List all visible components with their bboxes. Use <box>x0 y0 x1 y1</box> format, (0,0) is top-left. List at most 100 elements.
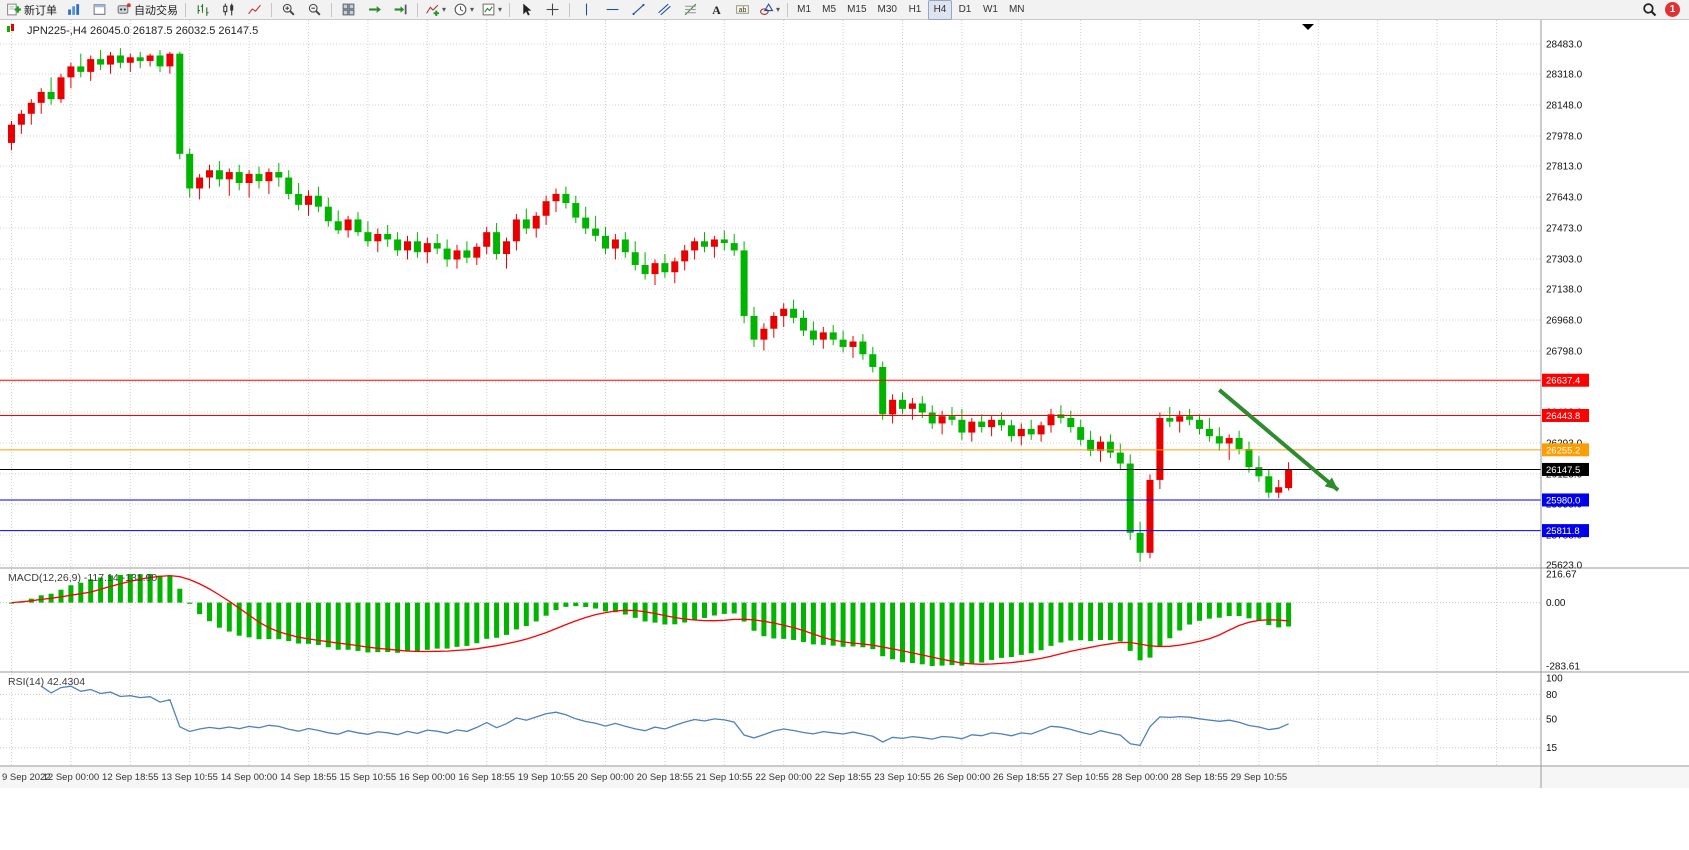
market-watch-icon <box>68 4 80 15</box>
time-tick-label: 16 Sep 18:55 <box>458 772 515 783</box>
zoom-out-icon <box>308 3 321 16</box>
equidistant-channel-button[interactable] <box>652 0 677 20</box>
tile-windows-button[interactable] <box>336 0 361 20</box>
candle <box>67 66 75 78</box>
price-axis[interactable] <box>1541 20 1689 788</box>
candle <box>720 239 728 244</box>
macd-histogram-bar <box>959 602 965 666</box>
candle <box>255 173 263 182</box>
zoom-out-button[interactable] <box>302 0 327 20</box>
time-tick-label: 27 Sep 10:55 <box>1052 772 1109 783</box>
cursor-button[interactable] <box>514 0 539 20</box>
price-line-tag <box>1542 524 1589 538</box>
timeframe-button-h4[interactable]: H4 <box>927 0 952 20</box>
candle <box>978 421 986 428</box>
search-button[interactable] <box>1637 0 1662 20</box>
price-line-tag-label: 26147.5 <box>1546 465 1580 476</box>
data-window-button[interactable] <box>87 0 112 20</box>
notification-badge[interactable]: 1 <box>1665 2 1680 17</box>
candles <box>8 48 1293 562</box>
auto-scroll-button[interactable] <box>362 0 387 20</box>
price-tick-label: 27813.0 <box>1546 162 1583 173</box>
macd-histogram-bar <box>434 602 440 649</box>
toolbar-separator <box>331 2 332 17</box>
candle <box>760 328 768 340</box>
price-line-tag-label: 25811.8 <box>1546 526 1580 537</box>
price-line-tag <box>1542 493 1589 507</box>
candle <box>562 193 570 204</box>
price-tick-label: 26968.0 <box>1546 315 1583 326</box>
candle <box>780 308 788 316</box>
chart-canvas[interactable]: 28483.0 28318.0 28148.0 27978.0 27813.0 27643… <box>0 20 1689 788</box>
timeframe-button-m30[interactable]: M30 <box>877 4 897 15</box>
timeframe-button-h1[interactable]: H1 <box>908 4 922 15</box>
timeframe-button-m15[interactable]: M15 <box>847 4 867 15</box>
candle <box>344 219 352 231</box>
candle <box>869 354 877 367</box>
macd-histogram-bar <box>909 602 915 664</box>
macd-histogram-bar <box>979 602 985 663</box>
timeframe-button-m1[interactable]: M1 <box>797 4 812 15</box>
candle <box>948 416 956 420</box>
timeframe-button-w1[interactable]: W1 <box>982 4 998 15</box>
vertical-line-button[interactable] <box>574 0 599 20</box>
candle <box>691 241 699 251</box>
macd-histogram-bar <box>1216 602 1222 618</box>
candle <box>592 228 600 236</box>
shapes-button[interactable]: ▾ <box>756 0 783 20</box>
timeframe-button-mn[interactable]: MN <box>1008 4 1025 15</box>
macd-histogram-bar <box>919 602 925 665</box>
toolbar-separator <box>417 2 418 17</box>
price-tick-label: 28483.0 <box>1546 40 1583 51</box>
trend-arrow-annotation[interactable] <box>1218 388 1340 492</box>
line-chart-button[interactable] <box>242 0 267 20</box>
fibonacci-button[interactable] <box>678 0 703 20</box>
time-tick-label: 28 Sep 00:00 <box>1112 772 1169 783</box>
candle <box>1205 428 1213 437</box>
candle <box>918 403 926 413</box>
shapes-icon <box>760 3 774 15</box>
time-axis[interactable] <box>0 766 1689 788</box>
macd-histogram-bar <box>900 602 905 663</box>
vertical-line-icon <box>586 3 588 16</box>
arrow-line[interactable] <box>1218 388 1340 492</box>
periods-button[interactable]: ▾ <box>450 0 477 20</box>
new-order-button[interactable]: 新订单 <box>3 0 60 20</box>
market-watch-button[interactable] <box>61 0 86 20</box>
macd-histogram-bar <box>405 602 410 652</box>
price-line-tag <box>1542 443 1589 457</box>
macd-histogram-bar <box>949 602 955 666</box>
macd-histogram-bar <box>246 602 252 638</box>
candle <box>57 77 65 100</box>
candle <box>1067 417 1075 428</box>
timeframe-button-d1[interactable]: D1 <box>958 4 972 15</box>
macd-histogram-bar <box>1088 602 1094 642</box>
svg-text:ab: ab <box>739 7 747 14</box>
zoom-in-button[interactable] <box>276 0 301 20</box>
macd-histogram-bar <box>286 602 292 642</box>
candle <box>107 55 114 65</box>
timeframe-button-m5[interactable]: M5 <box>822 4 837 15</box>
macd-histogram-bar <box>177 588 183 603</box>
macd-histogram-bar <box>1246 602 1252 619</box>
indicators-button[interactable]: ▾ <box>422 0 449 20</box>
crosshair-button[interactable] <box>540 0 565 20</box>
macd-histogram-bar <box>999 602 1004 658</box>
chart-shift-marker[interactable] <box>1302 24 1314 30</box>
candle <box>1225 438 1233 444</box>
templates-button[interactable]: ▾ <box>478 0 505 20</box>
chart-shift-button[interactable] <box>388 0 413 20</box>
horizontal-line-button[interactable] <box>600 0 625 20</box>
candle <box>305 195 312 205</box>
trendline-button[interactable] <box>626 0 651 20</box>
text-label-button[interactable]: ab <box>730 0 755 20</box>
candle <box>631 252 639 265</box>
candlestick-chart-button[interactable] <box>216 0 241 20</box>
text-button[interactable]: A <box>704 0 729 20</box>
macd-histogram-bar <box>266 602 272 640</box>
candle <box>483 232 491 247</box>
auto-trading-button[interactable]: 自动交易 <box>113 0 181 20</box>
candle <box>552 193 560 202</box>
macd-histogram-bar <box>830 602 836 646</box>
bar-chart-button[interactable] <box>190 0 215 20</box>
